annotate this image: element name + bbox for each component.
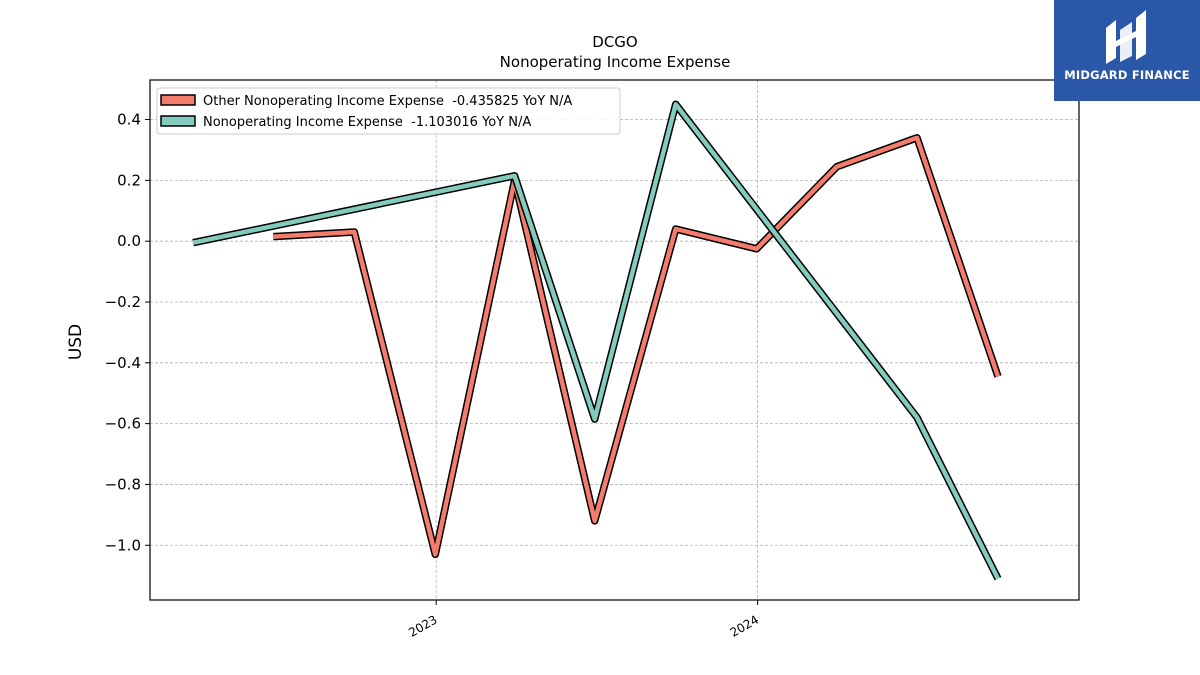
y-tick-label: −0.4: [105, 354, 141, 372]
series-line-1: [273, 135, 1001, 557]
x-tick-label: 2023: [406, 612, 439, 639]
y-axis-label: USD: [66, 324, 86, 360]
legend-swatch-2: [160, 115, 196, 127]
y-tick-label: −1.0: [105, 536, 141, 554]
midgard-logo-icon: [1106, 10, 1146, 64]
y-tick-label: 0.4: [117, 111, 141, 129]
grid-lines: [150, 80, 1079, 600]
series-line-2: [192, 102, 1001, 580]
legend-label-2: Nonoperating Income Expense -1.103016 Yo…: [203, 115, 531, 130]
brand-logo: MIDGARD FINANCE: [1054, 0, 1200, 101]
chart-subtitle: Nonoperating Income Expense: [500, 53, 731, 71]
brand-name: MIDGARD FINANCE: [1064, 68, 1190, 82]
legend-box: [156, 87, 621, 135]
axes: 0.4 0.2 0.0 −0.2 −0.4 −0.6 −0.8 −1.0 2023 2024: [105, 111, 762, 640]
y-tick-label: −0.2: [105, 293, 141, 311]
plot-frame: [149, 79, 1080, 601]
legend-label-1: Other Nonoperating Income Expense -0.435…: [203, 94, 572, 109]
y-tick-label: −0.6: [105, 415, 141, 433]
x-tick-label: 2024: [728, 612, 761, 639]
y-tick-label: 0.2: [117, 171, 141, 189]
legend: Other Nonoperating Income Expense -0.435…: [156, 87, 621, 135]
legend-swatch-1: [160, 94, 196, 106]
series-lines: [192, 100, 1002, 581]
chart-title: DCGO: [592, 33, 637, 51]
y-tick-label: −0.8: [105, 475, 141, 493]
y-tick-label: 0.0: [117, 232, 141, 250]
